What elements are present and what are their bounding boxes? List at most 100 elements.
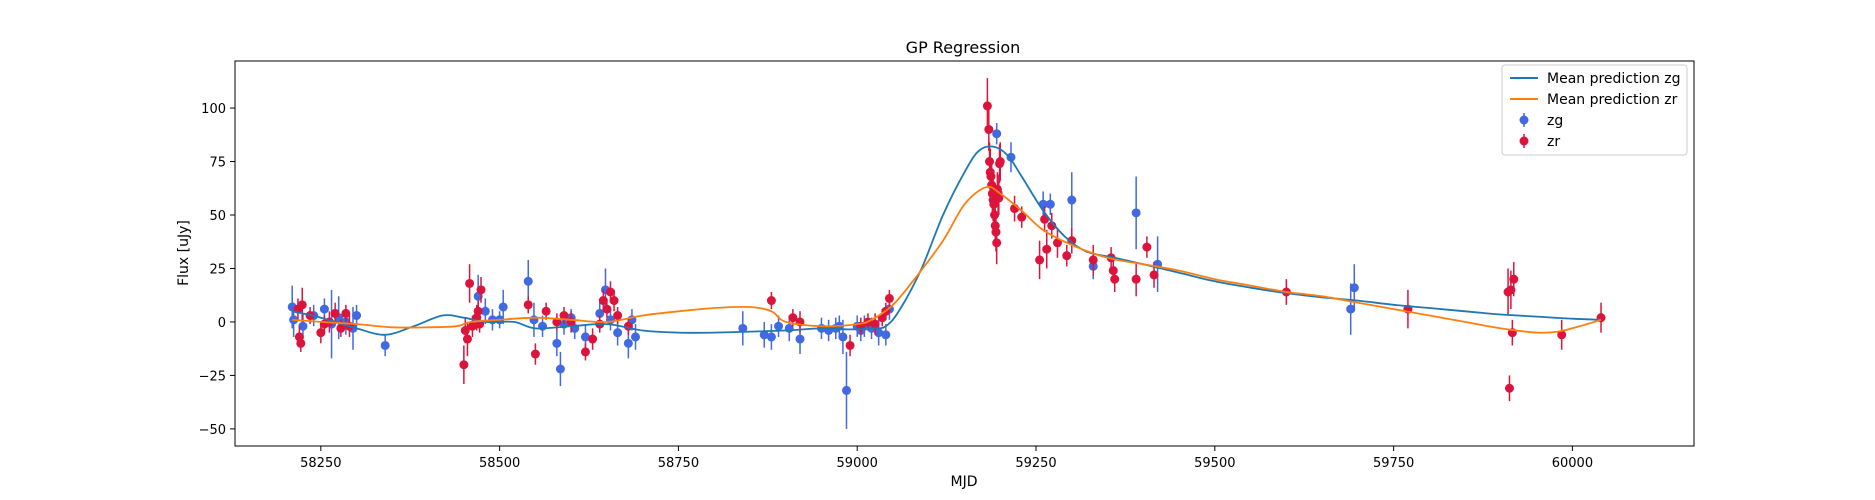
data-point-zr [588,334,598,344]
data-point-zg [623,338,633,348]
data-point-zg [774,321,784,331]
data-point-zr [1035,255,1045,265]
data-point-zr [297,300,307,310]
x-tick-label: 59750 [1373,456,1414,471]
data-point-zg [555,364,565,374]
y-axis: −50 −25 0 25 50 75 100 [199,102,235,438]
data-point-zr [613,311,623,321]
data-point-zg [992,129,1002,139]
data-point-zr [330,308,340,318]
data-point-zg [480,306,490,316]
data-point-zr [559,311,569,321]
data-point-zg [595,308,605,318]
data-point-zg [1349,283,1359,293]
data-point-zr [523,300,533,310]
data-point-zr [462,334,472,344]
data-point-zr [465,278,475,288]
data-point-zr [473,306,483,316]
data-point-zg [498,302,508,312]
data-point-zr [1017,212,1027,222]
data-point-zr [845,340,855,350]
data-point-zr [1062,251,1072,261]
data-point-zg [552,338,562,348]
legend-label-mean-zg: Mean prediction zg [1547,71,1681,87]
data-point-zr [994,193,1004,203]
x-axis: 58250 58500 58750 59000 59250 59500 59750 60000 [300,446,1593,471]
data-point-zg [881,330,891,340]
data-point-zr [530,349,540,359]
data-point-zr [341,308,351,318]
data-point-zr [788,313,798,323]
x-axis-label: MJD [951,474,978,490]
y-axis-label: Flux [uJy] [176,220,192,286]
data-point-zg [529,315,539,325]
x-tick-label: 58250 [300,456,341,471]
data-point-zr [1042,244,1052,254]
data-point-zr [1088,255,1098,265]
data-point-zr [476,285,486,295]
data-point-zg [766,332,776,342]
x-tick-label: 59500 [1194,456,1235,471]
data-point-zr [1504,383,1514,393]
data-point-zr [995,157,1005,167]
data-point-zg [580,332,590,342]
data-point-zg [838,332,848,342]
data-point-zg [380,340,390,350]
data-point-zr [1047,221,1057,231]
series-zr [293,78,1606,402]
data-point-zr [605,287,615,297]
x-tick-label: 59000 [837,456,878,471]
legend-marker-zr [1519,136,1529,146]
data-point-zr [992,238,1002,248]
data-point-zg [841,385,851,395]
data-point-zg [738,323,748,333]
y-tick-label: 25 [209,262,226,277]
data-point-zg [352,311,362,321]
y-tick-label: 0 [218,316,226,331]
y-tick-label: 100 [201,102,226,117]
data-point-zr [467,321,477,331]
data-point-zr [598,296,608,306]
data-point-zr [1557,330,1567,340]
data-point-zg [874,328,884,338]
data-point-zr [870,319,880,329]
data-point-zr [1131,274,1141,284]
x-tick-label: 58500 [479,456,520,471]
data-point-zr [602,304,612,314]
data-point-zr [336,323,346,333]
line-mean-prediction-zr [292,185,1602,334]
y-tick-label: 50 [209,209,226,224]
data-point-zg [1131,208,1141,218]
data-point-zr [609,296,619,306]
plot-frame [234,60,1695,447]
x-tick-label: 60000 [1552,456,1593,471]
data-point-zg [1045,199,1055,209]
data-point-zg [298,321,308,331]
data-point-zr [982,101,992,111]
data-point-zg [1006,152,1016,162]
legend-label-zg: zg [1547,113,1563,129]
y-tick-label: −25 [199,369,226,384]
data-point-zr [1149,270,1159,280]
chart-title: GP Regression [906,38,1021,57]
data-point-zg [613,328,623,338]
data-point-zr [459,360,469,370]
series-layer [287,78,1606,429]
data-point-zg [1346,304,1356,314]
plot-area [234,60,1695,447]
y-tick-label: 75 [209,156,226,171]
data-point-zg [319,304,329,314]
x-tick-label: 59250 [1015,456,1056,471]
data-point-zg [759,330,769,340]
data-point-zr [1142,242,1152,252]
data-point-zg [1067,195,1077,205]
y-tick-label: −50 [199,423,226,438]
data-point-zr [1509,274,1519,284]
legend-box [1501,64,1688,156]
data-point-zr [296,338,306,348]
data-point-zr [1067,236,1077,246]
data-point-zr [1110,274,1120,284]
data-point-zr [884,293,894,303]
x-tick-label: 58750 [658,456,699,471]
